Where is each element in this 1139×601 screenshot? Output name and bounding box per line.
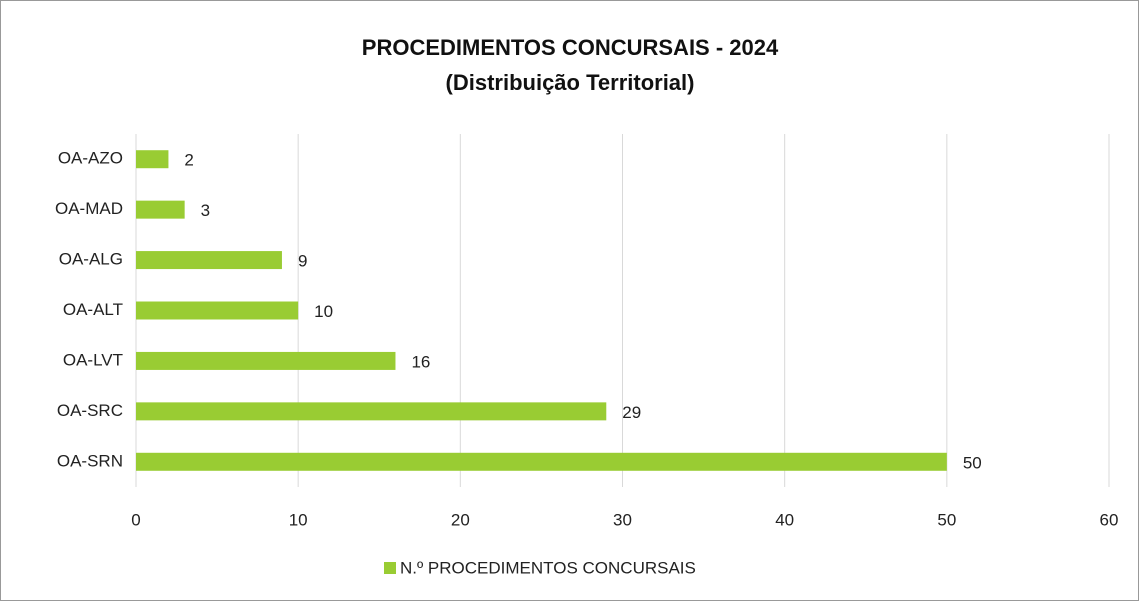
y-tick-label: OA-ALG xyxy=(59,250,123,269)
legend-swatch xyxy=(384,562,396,574)
x-tick-label: 10 xyxy=(289,510,308,529)
x-tick-label: 50 xyxy=(937,510,956,529)
data-label: 50 xyxy=(963,453,982,472)
data-label: 2 xyxy=(184,151,193,170)
bar xyxy=(136,301,299,320)
x-tick-label: 30 xyxy=(613,510,632,529)
chart-title: PROCEDIMENTOS CONCURSAIS - 2024 xyxy=(362,35,779,60)
bar xyxy=(136,402,607,421)
bar xyxy=(136,351,396,370)
y-tick-label: OA-LVT xyxy=(63,350,123,369)
data-label: 29 xyxy=(622,403,641,422)
data-label: 3 xyxy=(201,201,210,220)
legend-label: N.º PROCEDIMENTOS CONCURSAIS xyxy=(400,558,696,577)
x-tick-label: 40 xyxy=(775,510,794,529)
y-tick-label: OA-SRC xyxy=(57,401,123,420)
bar xyxy=(136,200,185,219)
x-tick-label: 0 xyxy=(131,510,140,529)
data-label: 10 xyxy=(314,302,333,321)
bar xyxy=(136,251,282,270)
y-tick-label: OA-SRN xyxy=(57,451,123,470)
x-tick-label: 20 xyxy=(451,510,470,529)
data-label: 16 xyxy=(411,352,430,371)
data-label: 9 xyxy=(298,252,307,271)
bar xyxy=(136,150,169,169)
y-tick-label: OA-AZO xyxy=(58,149,123,168)
bar xyxy=(136,452,947,471)
y-tick-label: OA-ALT xyxy=(63,300,123,319)
y-tick-label: OA-MAD xyxy=(55,199,123,218)
chart-subtitle: (Distribuição Territorial) xyxy=(446,70,695,95)
x-tick-label: 60 xyxy=(1100,510,1119,529)
